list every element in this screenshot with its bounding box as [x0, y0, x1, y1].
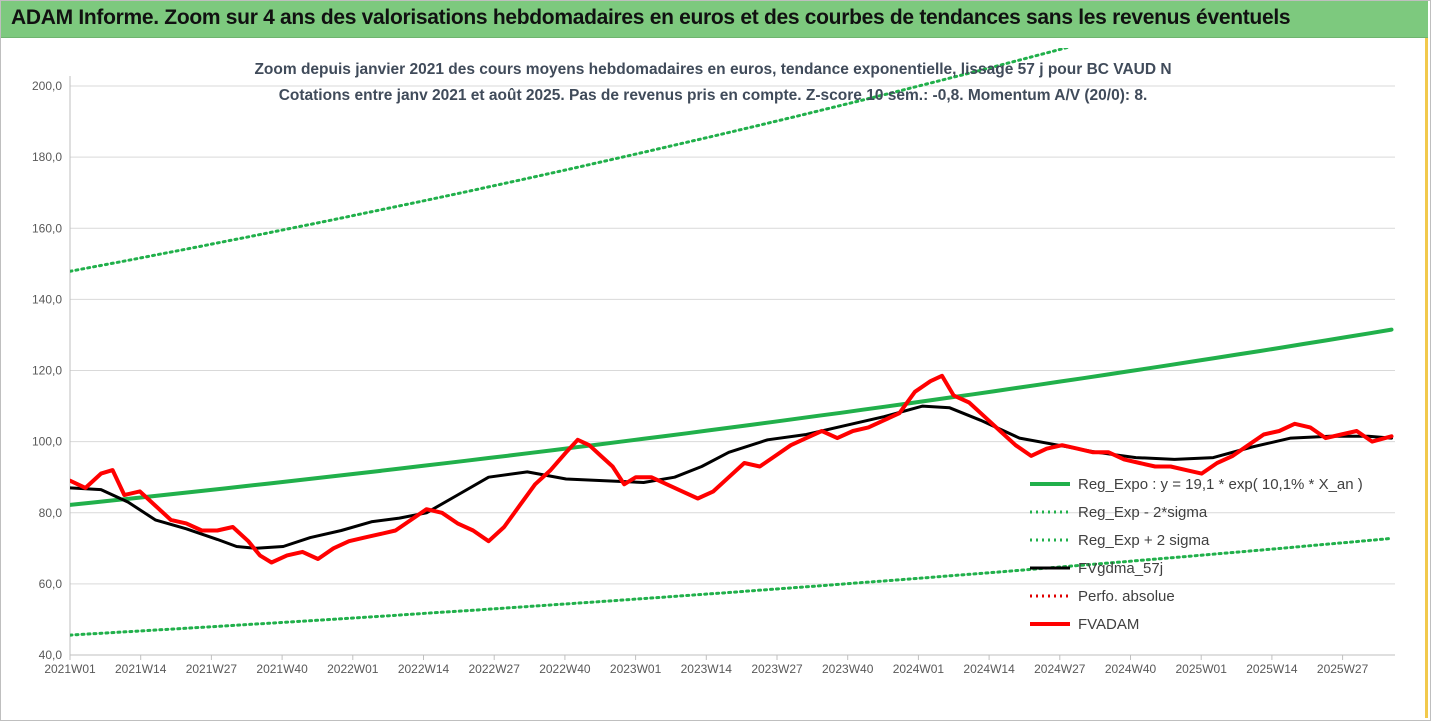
legend-label-4: Perfo. absolue: [1078, 588, 1175, 605]
x-tick-label: 2023W40: [822, 662, 874, 676]
grid-layer: [69, 76, 1395, 660]
page-title: ADAM Informe. Zoom sur 4 ans des valoris…: [11, 6, 1291, 29]
legend-label-2: Reg_Exp + 2 sigma: [1078, 532, 1210, 549]
y-tick-label: 140,0: [32, 292, 62, 306]
x-tick-label: 2021W14: [115, 662, 167, 676]
x-tick-label: 2022W27: [469, 662, 521, 676]
x-tick-label: 2024W14: [963, 662, 1015, 676]
x-tick-label: 2022W14: [398, 662, 450, 676]
chart-title-line-2: Cotations entre janv 2021 et août 2025. …: [279, 87, 1148, 104]
x-tick-label: 2021W01: [44, 662, 96, 676]
y-tick-label: 120,0: [32, 364, 62, 378]
x-tick-label: 2021W27: [186, 662, 238, 676]
series-line-0: [70, 327, 1394, 507]
x-tick-label: 2023W01: [610, 662, 662, 676]
x-tick-label: 2022W40: [539, 662, 591, 676]
legend-label-1: Reg_Exp - 2*sigma: [1078, 504, 1208, 521]
x-tick-label: 2024W27: [1034, 662, 1086, 676]
header-bar: ADAM Informe. Zoom sur 4 ans des valoris…: [1, 1, 1428, 38]
legend-label-3: FVgdma_57j: [1078, 560, 1163, 577]
x-tick-label: 2025W01: [1176, 662, 1228, 676]
series-line-3: [70, 404, 1393, 550]
series-line-4: [70, 373, 1394, 565]
y-tick-label: 160,0: [32, 221, 62, 235]
legend-label-5: FVADAM: [1078, 616, 1139, 633]
x-tick-label: 2024W40: [1105, 662, 1157, 676]
chart-border-accent: [1425, 38, 1428, 718]
series-line-2: [70, 48, 1072, 273]
chart-title-line-1: Zoom depuis janvier 2021 des cours moyen…: [254, 61, 1171, 78]
legend-label-0: Reg_Expo : y = 19,1 * exp( 10,1% * X_an …: [1078, 476, 1363, 493]
y-tick-label: 80,0: [39, 506, 63, 520]
legend: Reg_Expo : y = 19,1 * exp( 10,1% * X_an …: [1030, 476, 1363, 633]
y-tick-label: 60,0: [39, 577, 63, 591]
x-tick-label: 2025W14: [1246, 662, 1298, 676]
x-tick-label: 2023W14: [681, 662, 733, 676]
x-tick-label: 2023W27: [751, 662, 803, 676]
y-tick-label: 40,0: [39, 648, 63, 662]
y-tick-label: 200,0: [32, 79, 62, 93]
chart-title-block: Zoom depuis janvier 2021 des cours moyen…: [254, 61, 1171, 104]
axis-ticks: 40,0 60,0 80,0 100,0 120,0 140,0 160,0 180,0 200…: [32, 79, 1369, 676]
x-tick-label: 2021W40: [256, 662, 308, 676]
line-chart: 40,0 60,0 80,0 100,0 120,0 140,0 160,0 180,0 200…: [32, 48, 1395, 676]
x-tick-label: 2024W01: [893, 662, 945, 676]
x-tick-label: 2022W01: [327, 662, 379, 676]
series-layer: [70, 48, 1394, 637]
series-line-1: [70, 536, 1393, 637]
y-tick-label: 100,0: [32, 435, 62, 449]
y-tick-label: 180,0: [32, 150, 62, 164]
x-tick-label: 2025W27: [1317, 662, 1369, 676]
